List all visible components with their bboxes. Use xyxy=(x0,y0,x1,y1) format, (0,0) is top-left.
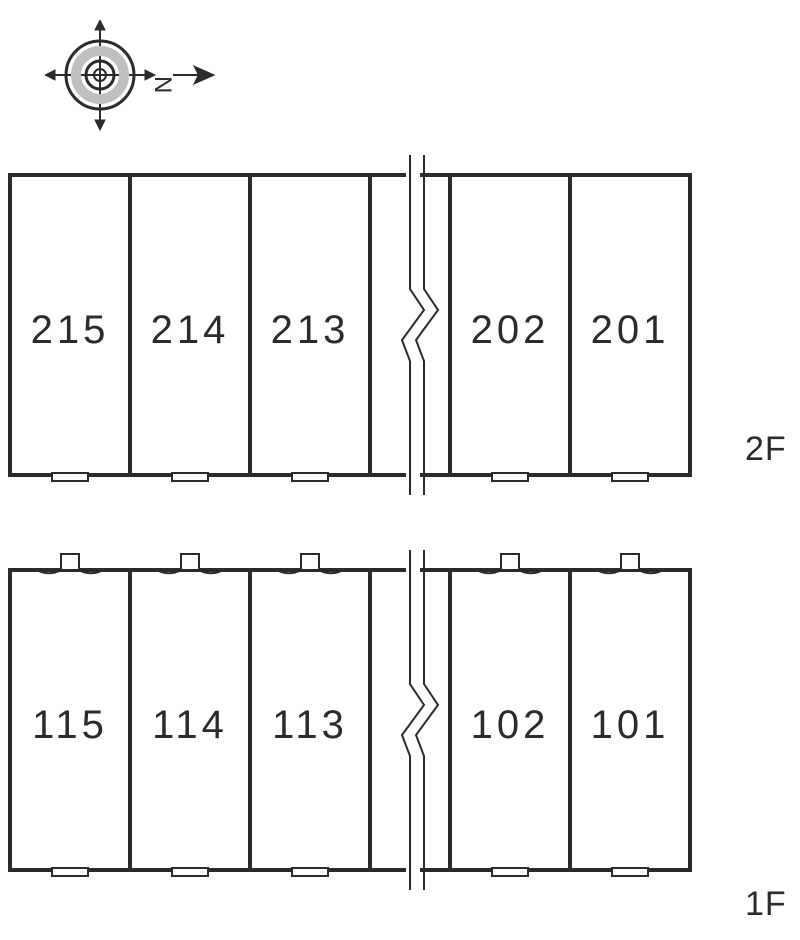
floorplan-canvas: N 215 214 213 202 201 115 114 113 102 101 2F 1F xyxy=(0,0,800,940)
unit-label-214: 214 xyxy=(151,308,230,352)
unit-label-115: 115 xyxy=(32,703,108,747)
floor-2: 215 214 213 202 201 xyxy=(10,150,730,505)
floor-label-2: 2F xyxy=(745,430,787,469)
unit-label-101: 101 xyxy=(591,703,670,747)
unit-label-213: 213 xyxy=(271,308,350,352)
compass-icon: N xyxy=(45,20,215,145)
floor-1: 115 114 113 102 101 xyxy=(10,545,730,900)
unit-label-202: 202 xyxy=(471,308,550,352)
unit-label-201: 201 xyxy=(591,308,670,352)
unit-label-102: 102 xyxy=(471,703,550,747)
unit-label-113: 113 xyxy=(272,703,348,747)
compass-n-label: N xyxy=(149,76,176,93)
floor-label-1: 1F xyxy=(745,885,787,924)
unit-label-114: 114 xyxy=(152,703,228,747)
unit-label-215: 215 xyxy=(31,308,110,352)
